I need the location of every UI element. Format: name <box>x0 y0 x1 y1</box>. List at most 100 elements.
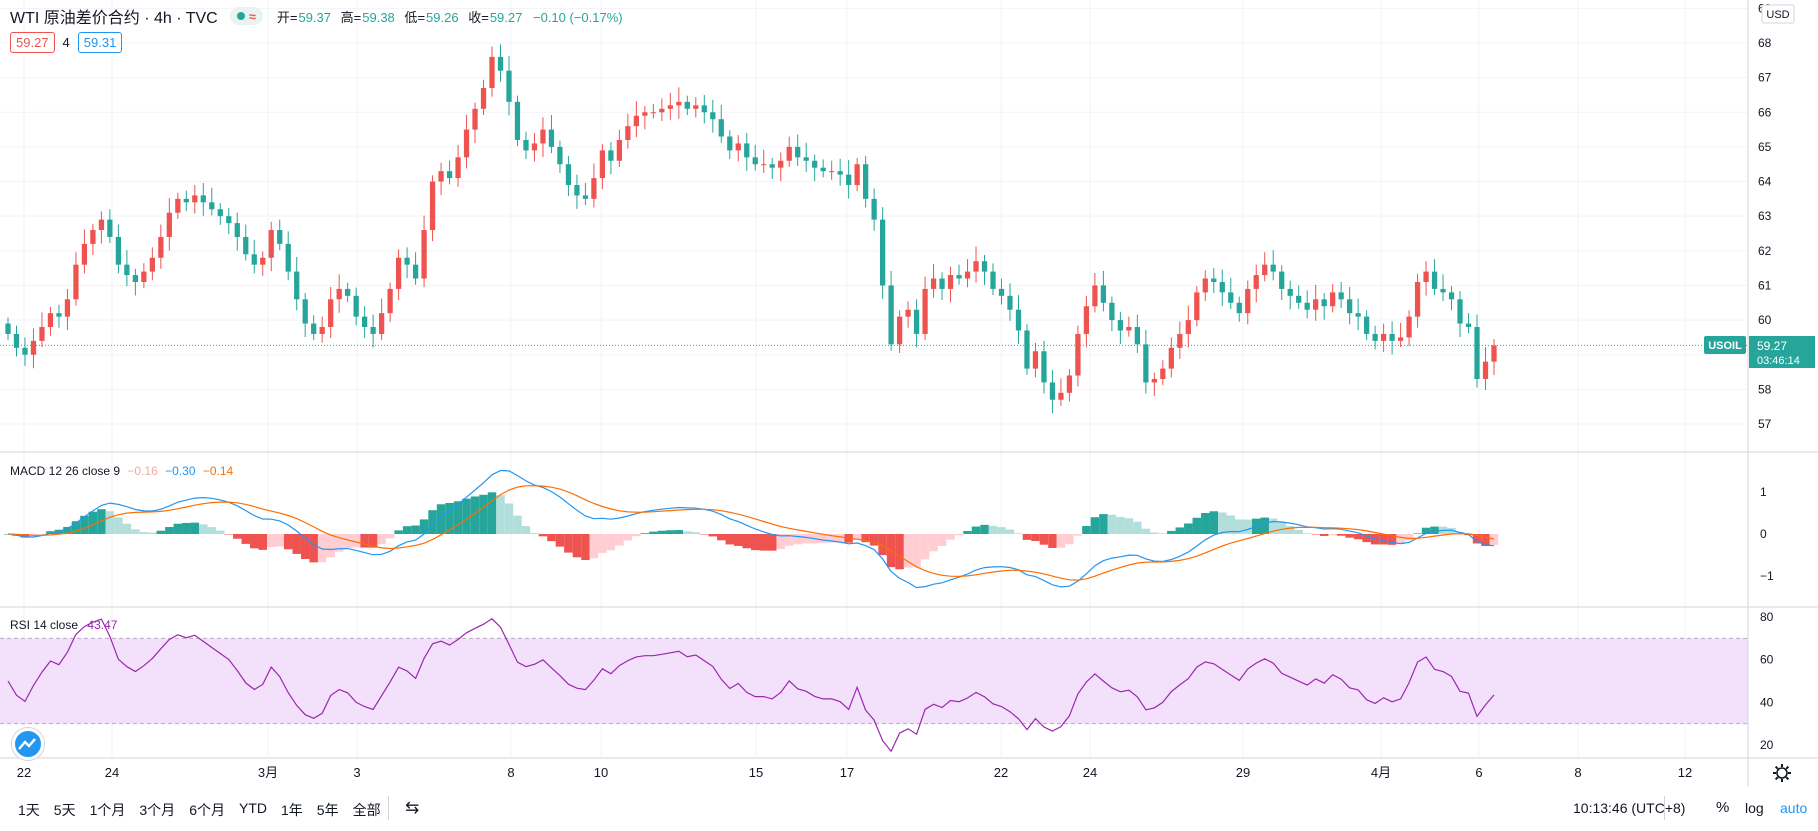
candle-body <box>846 174 852 186</box>
rsi-axis[interactable]: 80 60 40 20 <box>1760 610 1774 752</box>
rsi-band-fill <box>0 638 1748 724</box>
range-5y[interactable]: 5年 <box>316 802 339 818</box>
macd-hist-bar <box>1201 513 1210 534</box>
time-tick-label: 4月 <box>1371 765 1391 780</box>
rsi-title: RSI 14 close <box>10 618 79 632</box>
candle-body <box>1100 285 1107 303</box>
candle-body <box>1032 351 1039 369</box>
candle-body <box>888 285 894 345</box>
macd-hist-bar <box>173 523 183 534</box>
toolbar-divider <box>1664 796 1665 820</box>
candle-body <box>30 340 37 355</box>
rsi-legend[interactable]: RSI 14 close 43.47 <box>10 618 117 632</box>
candle-body <box>277 230 283 244</box>
percent-scale-toggle[interactable]: % <box>1716 799 1730 816</box>
rsi-value: 43.47 <box>87 618 118 632</box>
settings-gear-icon[interactable] <box>1773 764 1791 782</box>
candle-body <box>1245 288 1251 314</box>
range-6m[interactable]: 6个月 <box>189 802 225 818</box>
bar-countdown: 03:46:14 <box>1757 355 1800 367</box>
macd-lines <box>7 469 1495 589</box>
macd-hist-bar <box>1124 518 1134 534</box>
candle-body <box>166 212 172 237</box>
macd-legend[interactable]: MACD 12 26 close 9 −0.16 −0.30 −0.14 <box>10 464 233 478</box>
macd-hist-bar <box>589 534 599 559</box>
symbol-legend[interactable]: WTI 原油差价合约 · 4h · TVC ≈ 开=59.37 高=59.38 … <box>10 6 629 27</box>
macd-hist-bar <box>114 517 123 534</box>
range-3m[interactable]: 3个月 <box>139 802 176 818</box>
macd-hist-bar <box>708 534 718 537</box>
candle-body <box>200 195 206 203</box>
macd-hist-bar <box>742 534 751 549</box>
candle-body <box>1177 333 1183 348</box>
market-status[interactable]: ≈ <box>229 7 263 25</box>
bid-price[interactable]: 59.27 <box>10 32 55 53</box>
currency-label[interactable]: USD <box>1766 9 1789 21</box>
candle-body <box>1313 299 1319 310</box>
range-all[interactable]: 全部 <box>352 802 381 818</box>
range-5d[interactable]: 5天 <box>53 802 76 818</box>
candle-body <box>421 230 427 279</box>
macd-hist-bar <box>717 534 726 541</box>
macd-hist-bar <box>1294 529 1303 534</box>
market-open-dot-icon <box>236 12 245 20</box>
candle-body <box>1083 306 1090 334</box>
candle-body <box>5 323 11 334</box>
tradingview-logo-icon[interactable] <box>12 728 44 760</box>
range-ytd[interactable]: YTD <box>238 800 267 816</box>
candle-body <box>141 271 147 282</box>
macd-hist-bar <box>767 534 777 551</box>
candle-body <box>285 243 291 272</box>
macd-hist-bar <box>1048 534 1057 548</box>
macd-value: −0.30 <box>165 464 196 478</box>
macd-hist-bar <box>691 532 701 534</box>
macd-hist-bar <box>649 531 658 534</box>
candle-body <box>803 157 809 161</box>
candle-body <box>718 119 724 137</box>
candle-body <box>956 275 962 279</box>
candle-body <box>540 129 546 144</box>
candle-body <box>1474 327 1480 379</box>
candle-body <box>769 164 775 168</box>
symbol-title[interactable]: WTI 原油差价合约 · 4h · TVC <box>10 10 218 27</box>
time-tick-label: 12 <box>1678 765 1692 780</box>
ask-price[interactable]: 59.31 <box>77 32 123 53</box>
macd-hist-bar <box>937 534 947 546</box>
auto-scale-toggle[interactable]: auto <box>1780 800 1808 816</box>
rsi-line <box>7 618 1495 753</box>
candle-body <box>744 143 750 158</box>
log-scale-toggle[interactable]: log <box>1745 800 1764 816</box>
candle-body <box>633 115 639 127</box>
macd-hist-bar <box>1353 534 1363 540</box>
macd-hist-bar <box>156 530 166 534</box>
time-tick-label: 3月 <box>258 765 278 780</box>
candle-body <box>1228 292 1234 303</box>
candle-body <box>1143 344 1149 383</box>
range-1d[interactable]: 1天 <box>18 802 40 818</box>
time-axis[interactable]: 22 24 3月 3 8 10 15 17 22 24 29 4月 6 8 12 <box>17 765 1692 780</box>
candle-body <box>1075 333 1081 376</box>
macd-hist-bar <box>182 522 191 534</box>
spread-value: 4 <box>62 35 70 50</box>
macd-hist-bar <box>105 511 115 534</box>
macd-hist-bar <box>131 529 140 534</box>
macd-hist-bar <box>1056 534 1066 548</box>
candle-body <box>353 295 359 317</box>
candle-body <box>990 271 996 289</box>
price-tick-label: 60 <box>1758 313 1772 327</box>
candle-body <box>362 316 368 328</box>
candle-body <box>947 275 954 289</box>
range-1m[interactable]: 1个月 <box>89 802 126 818</box>
macd-hist-bar <box>139 532 149 534</box>
macd-hist-bar <box>1005 529 1015 534</box>
candle-body <box>1372 333 1378 341</box>
macd-axis[interactable]: 1 0 −1 <box>1760 485 1774 583</box>
macd-hist-bar <box>572 534 582 558</box>
chart-canvas[interactable]: 57585960616263646566676869 10−1 80604020… <box>0 0 1818 786</box>
go-to-date-icon[interactable]: ⇆ <box>405 798 420 817</box>
timezone-clock[interactable]: 10:13:46 (UTC+8) <box>1573 800 1686 816</box>
candle-body <box>1321 299 1327 307</box>
range-1y[interactable]: 1年 <box>280 802 303 818</box>
macd-hist-bar <box>1073 534 1083 536</box>
